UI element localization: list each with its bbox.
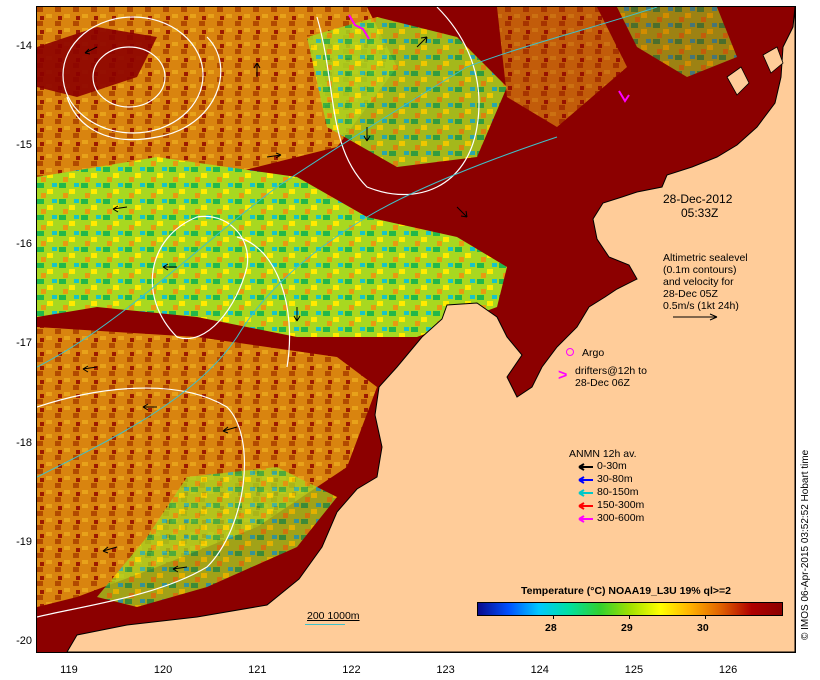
lat-tick-label: -17 bbox=[16, 337, 32, 350]
lon-tick-label: 120 bbox=[153, 664, 173, 676]
argo-label: Argo bbox=[582, 347, 605, 359]
sst-field bbox=[37, 7, 737, 607]
lat-tick-label: -16 bbox=[16, 238, 32, 251]
anmn-legend-label: 0-30m bbox=[597, 460, 627, 472]
drifters-line-1: drifters@12h to bbox=[575, 365, 647, 377]
land-mass bbox=[66, 7, 795, 652]
colorbar-tick-label: 30 bbox=[697, 622, 709, 634]
drifter-tracks bbox=[348, 14, 630, 103]
lon-tick-label: 124 bbox=[530, 664, 549, 676]
lon-tick-label: 121 bbox=[248, 664, 267, 676]
isobath-label: 200 1000m bbox=[307, 610, 360, 622]
lat-tick-label: -15 bbox=[16, 138, 32, 151]
lon-tick-label: 123 bbox=[436, 664, 455, 676]
altimetry-line-3: and velocity for bbox=[663, 276, 734, 288]
drifters-line-2: 28-Dec 06Z bbox=[575, 377, 630, 389]
lat-tick-label: -14 bbox=[16, 39, 32, 52]
anmn-arrow-icon bbox=[578, 463, 593, 471]
anmn-arrow-icon bbox=[578, 489, 593, 497]
lat-tick-label: -19 bbox=[16, 535, 32, 548]
colorbar bbox=[477, 602, 783, 616]
image-date: 28-Dec-2012 bbox=[663, 192, 733, 206]
anmn-arrow-icon bbox=[578, 502, 593, 510]
side-credit: © IMOS 06-Apr-2015 03:52:52 Hobart time bbox=[800, 449, 811, 640]
altimetry-line-5: 0.5m/s (1kt 24h) bbox=[663, 300, 739, 312]
argo-icon bbox=[566, 348, 574, 356]
isobath-legend-line bbox=[305, 624, 345, 625]
altimetry-line-1: Altimetric sealevel bbox=[663, 252, 748, 264]
colorbar-tick-label: 29 bbox=[621, 622, 633, 634]
islands bbox=[726, 46, 784, 96]
anmn-arrow-icon bbox=[578, 476, 593, 484]
altimetry-line-4: 28-Dec 05Z bbox=[663, 288, 718, 300]
altimetry-line-2: (0.1m contours) bbox=[663, 264, 737, 276]
velocity-scale-arrow bbox=[673, 313, 718, 321]
drifter-icon: > bbox=[558, 367, 568, 384]
colorbar-tick-label: 28 bbox=[545, 622, 557, 634]
lon-tick-label: 119 bbox=[60, 664, 78, 676]
anmn-title: ANMN 12h av. bbox=[569, 448, 637, 460]
colorbar-tick-mark bbox=[705, 615, 706, 619]
lon-tick-label: 125 bbox=[624, 664, 644, 676]
lat-tick-label: -20 bbox=[16, 635, 32, 648]
anmn-arrow-icon bbox=[578, 515, 593, 523]
sst-map-canvas bbox=[37, 7, 795, 652]
colorbar-tick-mark bbox=[629, 615, 630, 619]
lat-tick-label: -18 bbox=[16, 436, 32, 449]
anmn-legend-label: 300-600m bbox=[597, 512, 645, 524]
sealevel-contours bbox=[37, 7, 480, 618]
anmn-legend-label: 80-150m bbox=[597, 486, 639, 498]
lon-tick-label: 122 bbox=[342, 664, 361, 676]
anmn-legend-label: 150-300m bbox=[597, 499, 645, 511]
isobath-lines bbox=[37, 7, 658, 478]
lon-tick-label: 126 bbox=[718, 664, 738, 676]
anmn-legend-label: 30-80m bbox=[597, 473, 633, 485]
sst-map[interactable]: 28-Dec-2012 05:33Z Altimetric sealevel (… bbox=[36, 6, 796, 653]
colorbar-tick-mark bbox=[553, 615, 554, 619]
image-time: 05:33Z bbox=[681, 206, 719, 220]
colorbar-title: Temperature (°C) NOAA19_L3U 19% ql>=2 bbox=[521, 585, 731, 597]
current-vectors bbox=[82, 36, 468, 573]
